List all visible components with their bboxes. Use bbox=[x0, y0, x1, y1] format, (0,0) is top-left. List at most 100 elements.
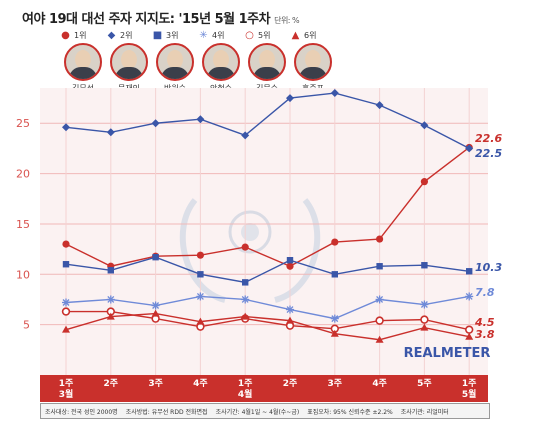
data-point bbox=[331, 271, 338, 278]
x-tick-label: 4월 bbox=[238, 388, 253, 400]
watermark-text: REALMETER bbox=[404, 346, 491, 361]
legend-rank: 3위 bbox=[166, 31, 179, 40]
data-point bbox=[420, 178, 428, 186]
asterisk-icon: ✳ bbox=[199, 29, 208, 41]
plot-area bbox=[40, 88, 488, 375]
data-point bbox=[196, 115, 205, 124]
portrait-photo bbox=[248, 43, 286, 81]
portrait-photo bbox=[294, 43, 332, 81]
portrait-photo bbox=[110, 43, 148, 81]
diamond-icon: ◆ bbox=[107, 29, 116, 41]
survey-footer: 조사대상: 전국 성인 2000명 조사방법: 유무선 RDD 전화면접 조사기… bbox=[40, 403, 490, 419]
end-value-label: 7.8 bbox=[475, 286, 495, 299]
data-point bbox=[330, 329, 339, 337]
data-point bbox=[376, 235, 384, 243]
x-axis-band bbox=[40, 375, 488, 402]
triangle-icon: ▲ bbox=[291, 29, 300, 41]
data-point bbox=[197, 271, 204, 278]
legend-item-6: ▲ 6위 bbox=[290, 30, 336, 41]
x-tick-label: 3월 bbox=[59, 388, 74, 400]
x-tick-label: 2주 bbox=[104, 378, 119, 389]
data-point bbox=[286, 94, 294, 103]
data-point bbox=[62, 240, 70, 248]
data-point bbox=[106, 312, 115, 320]
square-icon: ■ bbox=[152, 29, 163, 41]
data-point bbox=[465, 144, 474, 153]
data-point bbox=[286, 262, 294, 270]
x-tick-label: 5주 bbox=[417, 378, 432, 389]
x-tick-label: 1주 bbox=[59, 378, 74, 389]
data-point bbox=[241, 131, 250, 140]
legend: ● 1위 ◆ 2위 ■ 3위 ✳ 4위 ○ 5위 ▲ 6위 bbox=[60, 30, 530, 41]
x-tick-label: 3주 bbox=[148, 378, 163, 389]
y-tick-label: 5 bbox=[23, 319, 30, 332]
data-point bbox=[196, 317, 205, 325]
open-circle-icon: ○ bbox=[245, 29, 254, 41]
data-point bbox=[376, 296, 384, 303]
y-tick-label: 20 bbox=[16, 168, 30, 181]
y-tick-label: 15 bbox=[16, 218, 30, 231]
portrait-photo bbox=[64, 43, 102, 81]
data-point bbox=[106, 128, 115, 137]
data-point bbox=[466, 268, 473, 275]
data-point bbox=[375, 101, 384, 110]
y-tick-label: 10 bbox=[16, 268, 30, 281]
data-point bbox=[152, 302, 160, 309]
data-point bbox=[375, 316, 384, 325]
legend-item-1: ● 1위 bbox=[60, 30, 106, 41]
legend-item-5: ○ 5위 bbox=[244, 30, 290, 41]
data-point bbox=[107, 267, 114, 274]
end-value-label: 22.6 bbox=[475, 132, 502, 145]
x-tick-label: 4주 bbox=[193, 378, 208, 389]
data-point bbox=[286, 316, 294, 324]
legend-item-3: ■ 3위 bbox=[152, 30, 198, 41]
data-point bbox=[151, 119, 160, 128]
data-point bbox=[331, 238, 339, 246]
legend-rank: 2위 bbox=[120, 31, 133, 40]
portrait-photo bbox=[156, 43, 194, 81]
data-point bbox=[151, 309, 160, 317]
data-point bbox=[242, 279, 249, 286]
data-point bbox=[61, 307, 71, 316]
page-title: 여야 19대 대선 주자 지지도: '15년 5월 1주차 단위: % bbox=[22, 8, 300, 27]
legend-rank: 6위 bbox=[304, 31, 317, 40]
end-value-label: 4.5 bbox=[474, 316, 495, 329]
legend-rank: 1위 bbox=[74, 31, 87, 40]
data-point bbox=[62, 299, 70, 306]
x-tick-label: 1주 bbox=[238, 378, 253, 389]
legend-item-2: ◆ 2위 bbox=[106, 30, 152, 41]
title-text: 여야 19대 대선 주자 지지도: '15년 5월 1주차 bbox=[22, 12, 271, 27]
x-tick-label: 1주 bbox=[462, 378, 477, 389]
x-tick-label: 3주 bbox=[328, 378, 343, 389]
data-point bbox=[331, 315, 339, 323]
data-point bbox=[241, 296, 249, 303]
series-line bbox=[65, 295, 470, 320]
end-value-label: 3.8 bbox=[475, 328, 495, 341]
unit-label: 단위: % bbox=[274, 16, 300, 25]
series-line bbox=[65, 312, 470, 341]
data-point bbox=[196, 251, 204, 259]
emblem-center bbox=[241, 223, 259, 241]
footer-item: 표집오차: 95% 신뢰수준 ±2.2% bbox=[307, 408, 393, 416]
data-point bbox=[330, 89, 339, 98]
candidate: 박원순 bbox=[152, 43, 198, 94]
data-point bbox=[62, 325, 70, 333]
data-point bbox=[107, 296, 115, 303]
x-tick-label: 2주 bbox=[283, 378, 298, 389]
x-tick-label: 5월 bbox=[462, 388, 477, 400]
data-point bbox=[420, 315, 429, 324]
series-line bbox=[65, 146, 470, 268]
legend-rank: 5위 bbox=[258, 31, 271, 40]
data-point bbox=[465, 292, 473, 300]
data-point bbox=[465, 325, 474, 334]
end-value-label: 22.5 bbox=[475, 147, 502, 160]
legend-item-4: ✳ 4위 bbox=[198, 30, 244, 41]
emblem-wing-left bbox=[179, 198, 226, 303]
data-point bbox=[241, 243, 249, 251]
legend-rank: 4위 bbox=[212, 31, 225, 40]
data-point bbox=[196, 292, 204, 300]
emblem-flower bbox=[228, 210, 272, 254]
data-point bbox=[286, 257, 294, 264]
data-point bbox=[376, 263, 383, 270]
